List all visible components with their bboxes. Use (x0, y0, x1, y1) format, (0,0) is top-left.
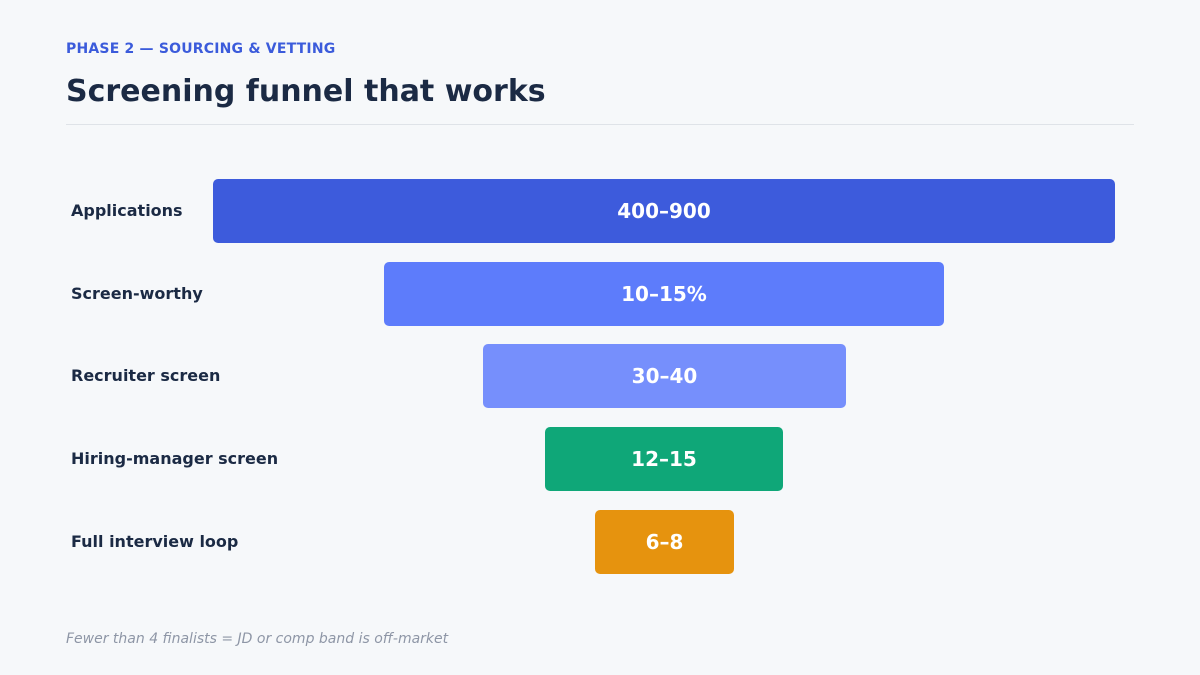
funnel-bar-screen-worthy: 10–15% (384, 262, 944, 326)
funnel-value-recruiter-screen: 30–40 (631, 364, 698, 388)
funnel-bar-applications: 400–900 (213, 179, 1115, 243)
stage-label-applications: Applications (71, 201, 183, 220)
title-divider (66, 124, 1134, 125)
stage-label-screen-worthy: Screen-worthy (71, 284, 203, 303)
stage-label-full-interview-loop: Full interview loop (71, 532, 239, 551)
funnel-value-screen-worthy: 10–15% (621, 282, 707, 306)
funnel-value-hiring-manager-screen: 12–15 (631, 447, 697, 471)
phase-eyebrow: PHASE 2 — SOURCING & VETTING (66, 41, 336, 57)
funnel-bar-recruiter-screen: 30–40 (483, 344, 846, 408)
slide-title: Screening funnel that works (66, 74, 546, 109)
funnel-value-full-interview-loop: 6–8 (645, 530, 684, 554)
stage-label-recruiter-screen: Recruiter screen (71, 366, 221, 385)
footnote: Fewer than 4 finalists = JD or comp band… (66, 631, 449, 647)
funnel-bar-full-interview-loop: 6–8 (595, 510, 734, 574)
funnel-value-applications: 400–900 (617, 199, 711, 223)
stage-label-hiring-manager-screen: Hiring-manager screen (71, 449, 279, 468)
funnel-bar-hiring-manager-screen: 12–15 (545, 427, 783, 491)
